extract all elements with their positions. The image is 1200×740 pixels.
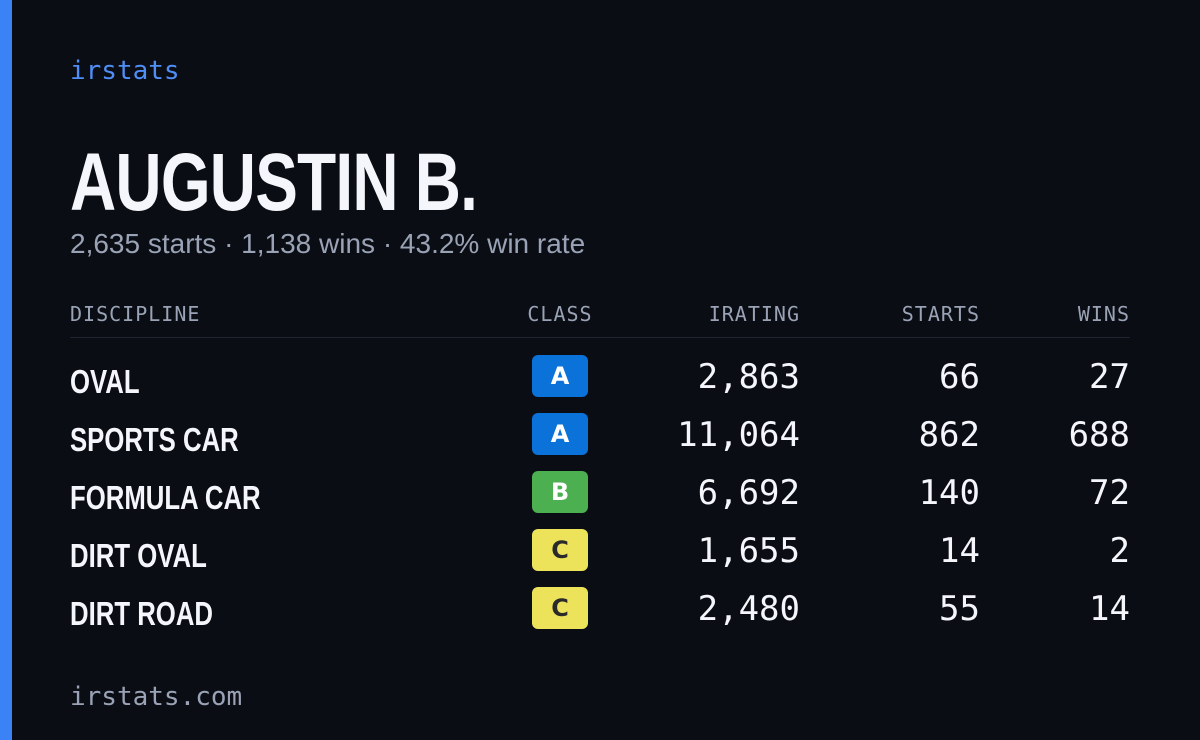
footer: irstats.com xyxy=(70,682,243,712)
wins-value: 14 xyxy=(1089,589,1130,629)
column-header: WINS xyxy=(1077,302,1130,326)
wins-value: 2 xyxy=(1109,531,1130,571)
column-header: CLASS xyxy=(527,302,593,326)
brand: irstats xyxy=(70,56,180,86)
wins-value: 27 xyxy=(1089,357,1130,397)
discipline: SPORTS CAR xyxy=(70,421,239,458)
irating-value: 6,692 xyxy=(697,473,800,513)
wins-value: 72 xyxy=(1089,473,1130,513)
irating-value: 2,863 xyxy=(697,357,800,397)
starts-value: 55 xyxy=(939,589,980,629)
column-header: DISCIPLINE xyxy=(70,302,201,326)
starts-value: 862 xyxy=(918,415,980,455)
discipline: DIRT ROAD xyxy=(70,595,213,632)
header-rule xyxy=(70,337,1130,338)
irating-value: 11,064 xyxy=(677,415,800,455)
accent-stripe xyxy=(0,0,12,740)
starts-value: 140 xyxy=(918,473,980,513)
class-badge: C xyxy=(532,587,588,629)
irating-value: 1,655 xyxy=(697,531,800,571)
column-header: STARTS xyxy=(901,302,980,326)
starts-value: 14 xyxy=(939,531,980,571)
irating-value: 2,480 xyxy=(697,589,800,629)
wins-value: 688 xyxy=(1068,415,1130,455)
player-name: AUGUSTIN B. xyxy=(70,137,478,228)
discipline: OVAL xyxy=(70,363,140,400)
class-badge: A xyxy=(532,413,588,455)
class-badge: C xyxy=(532,529,588,571)
class-badge: A xyxy=(532,355,588,397)
starts-value: 66 xyxy=(939,357,980,397)
class-badge: B xyxy=(532,471,588,513)
summary: 2,635 starts · 1,138 wins · 43.2% win ra… xyxy=(70,228,586,259)
discipline: DIRT OVAL xyxy=(70,537,207,574)
discipline: FORMULA CAR xyxy=(70,479,261,516)
column-header: IRATING xyxy=(708,302,800,326)
